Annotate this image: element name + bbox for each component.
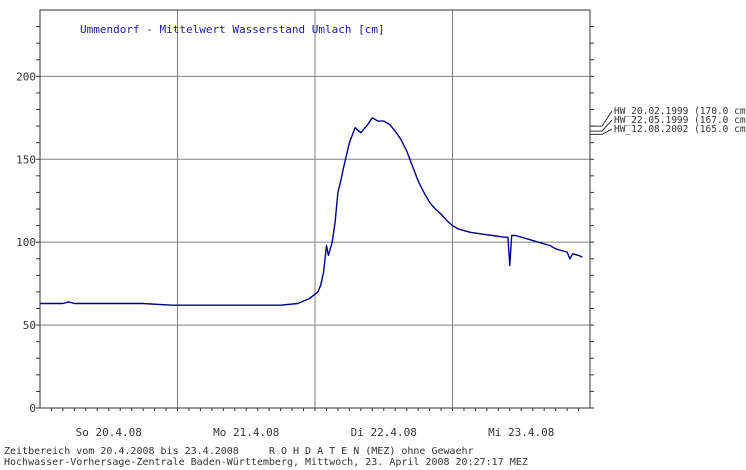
annotation-label: HW_12.08.2002 (165.0 cm): [614, 124, 746, 135]
footer-range: Zeitbereich vom 20.4.2008 bis 23.4.2008 …: [4, 446, 474, 457]
x-tick-label: Mi 23.4.08: [488, 426, 554, 439]
annotation-leader: [590, 110, 613, 127]
annotation-label: HW_20.02.1999 (170.0 cm): [614, 106, 746, 117]
grid: [40, 10, 590, 408]
chart-title: Ummendorf - Mittelwert Wasserstand Umlac…: [80, 23, 385, 36]
series: [40, 117, 583, 306]
series-line: [40, 117, 583, 306]
x-axis: So 20.4.08 Mo 21.4.08 Di 22.4.08 Mi 23.4.08: [50, 408, 580, 439]
x-tick-label: Di 22.4.08: [351, 426, 417, 439]
y-tick-label: 100: [16, 236, 36, 249]
x-tick-label: So 20.4.08: [76, 426, 142, 439]
y-tick-label: 50: [23, 319, 36, 332]
annotation-leader: [590, 128, 613, 135]
annotation-leader: [590, 119, 613, 132]
annotation-label: HW_22.05.1999 (167.0 cm): [614, 115, 746, 126]
y-tick-label: 0: [29, 402, 36, 415]
y-axis: 0 50 100 150 200: [16, 26, 594, 415]
x-tick-label: Mo 21.4.08: [213, 426, 279, 439]
annotations: HW_20.02.1999 (170.0 cm)HW_22.05.1999 (1…: [590, 106, 746, 135]
y-tick-label: 150: [16, 153, 36, 166]
y-tick-label: 200: [16, 70, 36, 83]
footer-source: Hochwasser-Vorhersage-Zentrale Baden-Wür…: [4, 457, 528, 468]
